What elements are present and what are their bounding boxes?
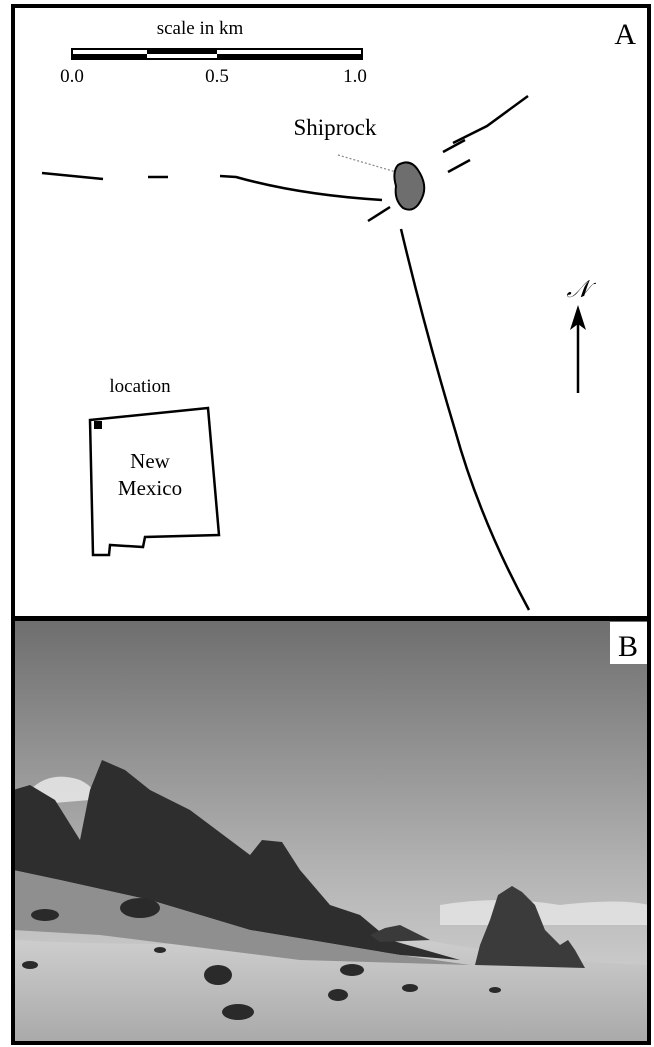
scale-tick: 0.0 — [60, 66, 84, 87]
photo — [13, 620, 649, 1043]
panel-label: A — [614, 18, 636, 51]
scale-tick: 1.0 — [343, 66, 367, 87]
scale-bar — [72, 49, 362, 59]
figure: A scale in km 0.0 0.5 1.0 Shiprock 𝒩 loc… — [0, 0, 654, 1047]
feature-label: Shiprock — [293, 115, 377, 140]
state-name: Mexico — [118, 476, 182, 500]
location-marker — [94, 421, 102, 429]
scale-tick: 0.5 — [205, 66, 229, 87]
panel-label: B — [618, 630, 638, 663]
state-name: New — [130, 449, 170, 473]
inset-title: location — [109, 376, 171, 397]
scale-title: scale in km — [157, 18, 244, 39]
